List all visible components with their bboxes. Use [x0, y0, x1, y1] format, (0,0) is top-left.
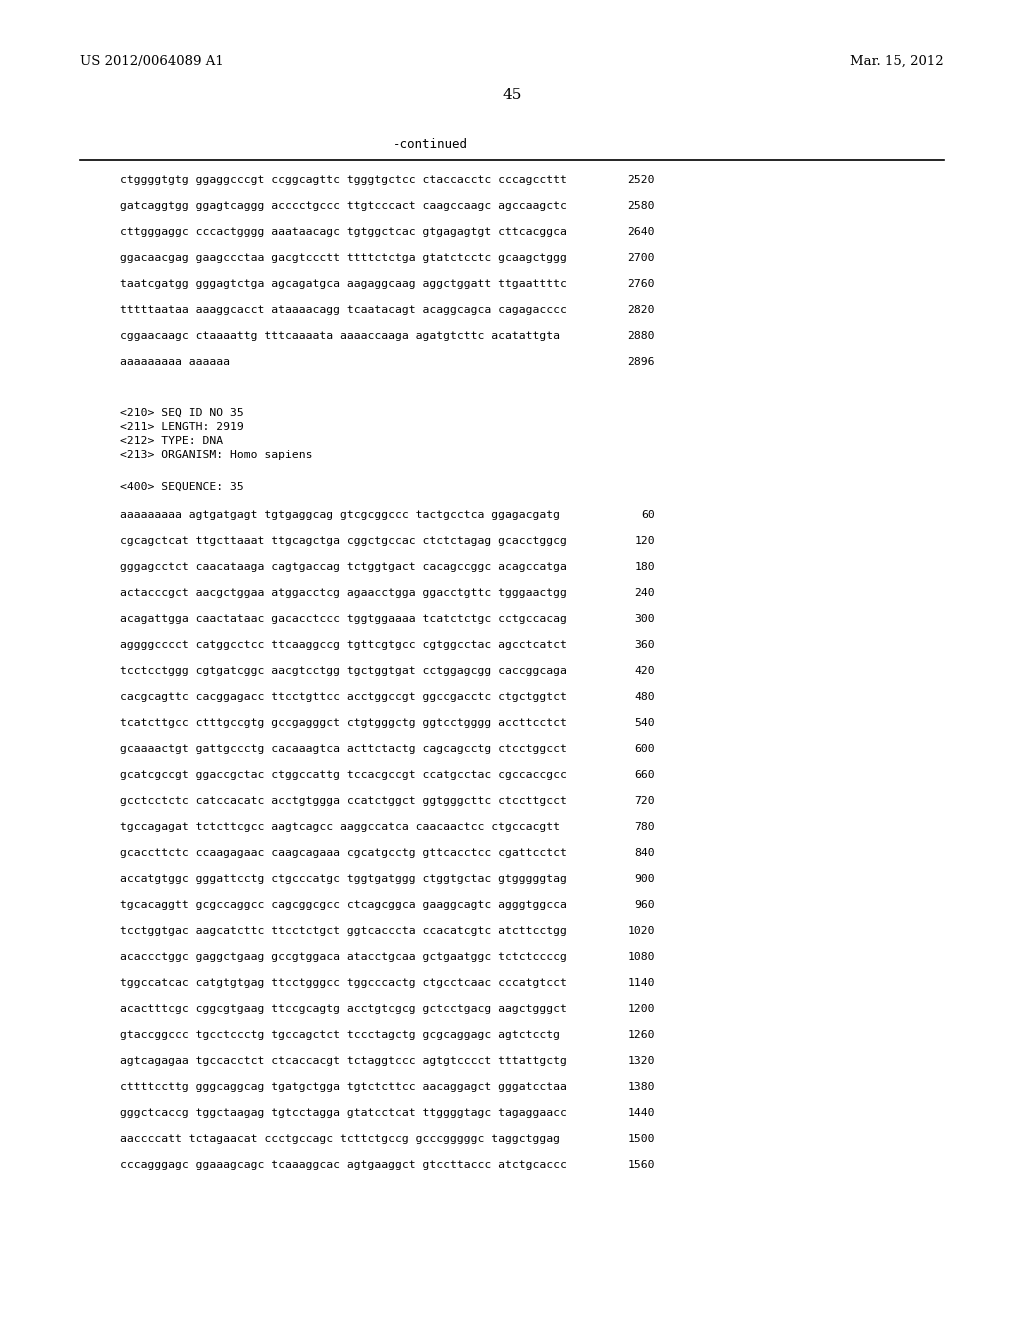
Text: ggacaacgag gaagccctaa gacgtccctt ttttctctga gtatctcctc gcaagctggg: ggacaacgag gaagccctaa gacgtccctt ttttctc…: [120, 253, 567, 263]
Text: tggccatcac catgtgtgag ttcctgggcc tggcccactg ctgcctcaac cccatgtcct: tggccatcac catgtgtgag ttcctgggcc tggccca…: [120, 978, 567, 987]
Text: acactttcgc cggcgtgaag ttccgcagtg acctgtcgcg gctcctgacg aagctgggct: acactttcgc cggcgtgaag ttccgcagtg acctgtc…: [120, 1005, 567, 1014]
Text: cggaacaagc ctaaaattg tttcaaaata aaaaccaaga agatgtcttc acatattgta: cggaacaagc ctaaaattg tttcaaaata aaaaccaa…: [120, 331, 560, 341]
Text: 2820: 2820: [628, 305, 655, 315]
Text: 960: 960: [635, 900, 655, 909]
Text: 2580: 2580: [628, 201, 655, 211]
Text: 1440: 1440: [628, 1107, 655, 1118]
Text: 1500: 1500: [628, 1134, 655, 1144]
Text: <213> ORGANISM: Homo sapiens: <213> ORGANISM: Homo sapiens: [120, 450, 312, 459]
Text: aaaaaaaaa agtgatgagt tgtgaggcag gtcgcggccc tactgcctca ggagacgatg: aaaaaaaaa agtgatgagt tgtgaggcag gtcgcggc…: [120, 510, 560, 520]
Text: tcctcctggg cgtgatcggc aacgtcctgg tgctggtgat cctggagcgg caccggcaga: tcctcctggg cgtgatcggc aacgtcctgg tgctggt…: [120, 667, 567, 676]
Text: 1140: 1140: [628, 978, 655, 987]
Text: <210> SEQ ID NO 35: <210> SEQ ID NO 35: [120, 408, 244, 418]
Text: aggggcccct catggcctcc ttcaaggccg tgttcgtgcc cgtggcctac agcctcatct: aggggcccct catggcctcc ttcaaggccg tgttcgt…: [120, 640, 567, 649]
Text: gcaccttctc ccaagagaac caagcagaaa cgcatgcctg gttcacctcc cgattcctct: gcaccttctc ccaagagaac caagcagaaa cgcatgc…: [120, 847, 567, 858]
Text: gtaccggccc tgcctccctg tgccagctct tccctagctg gcgcaggagc agtctcctg: gtaccggccc tgcctccctg tgccagctct tccctag…: [120, 1030, 560, 1040]
Text: 1260: 1260: [628, 1030, 655, 1040]
Text: 1560: 1560: [628, 1160, 655, 1170]
Text: aaccccatt tctagaacat ccctgccagc tcttctgccg gcccgggggc taggctggag: aaccccatt tctagaacat ccctgccagc tcttctgc…: [120, 1134, 560, 1144]
Text: gggagcctct caacataaga cagtgaccag tctggtgact cacagccggc acagccatga: gggagcctct caacataaga cagtgaccag tctggtg…: [120, 562, 567, 572]
Text: <211> LENGTH: 2919: <211> LENGTH: 2919: [120, 422, 244, 432]
Text: tgcacaggtt gcgccaggcc cagcggcgcc ctcagcggca gaaggcagtc agggtggcca: tgcacaggtt gcgccaggcc cagcggcgcc ctcagcg…: [120, 900, 567, 909]
Text: acagattgga caactataac gacacctccc tggtggaaaa tcatctctgc cctgccacag: acagattgga caactataac gacacctccc tggtgga…: [120, 614, 567, 624]
Text: 1200: 1200: [628, 1005, 655, 1014]
Text: <212> TYPE: DNA: <212> TYPE: DNA: [120, 436, 223, 446]
Text: 60: 60: [641, 510, 655, 520]
Text: cttgggaggc cccactgggg aaataacagc tgtggctcac gtgagagtgt cttcacggca: cttgggaggc cccactgggg aaataacagc tgtggct…: [120, 227, 567, 238]
Text: 900: 900: [635, 874, 655, 884]
Text: tcctggtgac aagcatcttc ttcctctgct ggtcacccta ccacatcgtc atcttcctgg: tcctggtgac aagcatcttc ttcctctgct ggtcacc…: [120, 927, 567, 936]
Text: 540: 540: [635, 718, 655, 729]
Text: US 2012/0064089 A1: US 2012/0064089 A1: [80, 55, 224, 69]
Text: gcaaaactgt gattgccctg cacaaagtca acttctactg cagcagcctg ctcctggcct: gcaaaactgt gattgccctg cacaaagtca acttcta…: [120, 744, 567, 754]
Text: 600: 600: [635, 744, 655, 754]
Text: 2520: 2520: [628, 176, 655, 185]
Text: 780: 780: [635, 822, 655, 832]
Text: 2760: 2760: [628, 279, 655, 289]
Text: accatgtggc gggattcctg ctgcccatgc tggtgatggg ctggtgctac gtgggggtag: accatgtggc gggattcctg ctgcccatgc tggtgat…: [120, 874, 567, 884]
Text: gatcaggtgg ggagtcaggg acccctgccc ttgtcccact caagccaagc agccaagctc: gatcaggtgg ggagtcaggg acccctgccc ttgtccc…: [120, 201, 567, 211]
Text: 480: 480: [635, 692, 655, 702]
Text: 300: 300: [635, 614, 655, 624]
Text: 240: 240: [635, 587, 655, 598]
Text: taatcgatgg gggagtctga agcagatgca aagaggcaag aggctggatt ttgaattttc: taatcgatgg gggagtctga agcagatgca aagaggc…: [120, 279, 567, 289]
Text: cttttccttg gggcaggcag tgatgctgga tgtctcttcc aacaggagct gggatcctaa: cttttccttg gggcaggcag tgatgctgga tgtctct…: [120, 1082, 567, 1092]
Text: cccagggagc ggaaagcagc tcaaaggcac agtgaaggct gtccttaccc atctgcaccc: cccagggagc ggaaagcagc tcaaaggcac agtgaag…: [120, 1160, 567, 1170]
Text: Mar. 15, 2012: Mar. 15, 2012: [850, 55, 944, 69]
Text: 1320: 1320: [628, 1056, 655, 1067]
Text: tcatcttgcc ctttgccgtg gccgagggct ctgtgggctg ggtcctgggg accttcctct: tcatcttgcc ctttgccgtg gccgagggct ctgtggg…: [120, 718, 567, 729]
Text: -continued: -continued: [392, 139, 468, 150]
Text: <400> SEQUENCE: 35: <400> SEQUENCE: 35: [120, 482, 244, 492]
Text: cgcagctcat ttgcttaaat ttgcagctga cggctgccac ctctctagag gcacctggcg: cgcagctcat ttgcttaaat ttgcagctga cggctgc…: [120, 536, 567, 546]
Text: 2896: 2896: [628, 356, 655, 367]
Text: 660: 660: [635, 770, 655, 780]
Text: tttttaataa aaaggcacct ataaaacagg tcaatacagt acaggcagca cagagacccc: tttttaataa aaaggcacct ataaaacagg tcaatac…: [120, 305, 567, 315]
Text: 360: 360: [635, 640, 655, 649]
Text: 45: 45: [503, 88, 521, 102]
Text: agtcagagaa tgccacctct ctcaccacgt tctaggtccc agtgtcccct tttattgctg: agtcagagaa tgccacctct ctcaccacgt tctaggt…: [120, 1056, 567, 1067]
Text: aaaaaaaaa aaaaaa: aaaaaaaaa aaaaaa: [120, 356, 230, 367]
Text: 420: 420: [635, 667, 655, 676]
Text: actacccgct aacgctggaa atggacctcg agaacctgga ggacctgttc tgggaactgg: actacccgct aacgctggaa atggacctcg agaacct…: [120, 587, 567, 598]
Text: gcctcctctc catccacatc acctgtggga ccatctggct ggtgggcttc ctccttgcct: gcctcctctc catccacatc acctgtggga ccatctg…: [120, 796, 567, 807]
Text: acaccctggc gaggctgaag gccgtggaca atacctgcaa gctgaatggc tctctccccg: acaccctggc gaggctgaag gccgtggaca atacctg…: [120, 952, 567, 962]
Text: 1080: 1080: [628, 952, 655, 962]
Text: ctggggtgtg ggaggcccgt ccggcagttc tgggtgctcc ctaccacctc cccagccttt: ctggggtgtg ggaggcccgt ccggcagttc tgggtgc…: [120, 176, 567, 185]
Text: 180: 180: [635, 562, 655, 572]
Text: 120: 120: [635, 536, 655, 546]
Text: 2640: 2640: [628, 227, 655, 238]
Text: 720: 720: [635, 796, 655, 807]
Text: 1380: 1380: [628, 1082, 655, 1092]
Text: 2700: 2700: [628, 253, 655, 263]
Text: cacgcagttc cacggagacc ttcctgttcc acctggccgt ggccgacctc ctgctggtct: cacgcagttc cacggagacc ttcctgttcc acctggc…: [120, 692, 567, 702]
Text: gcatcgccgt ggaccgctac ctggccattg tccacgccgt ccatgcctac cgccaccgcc: gcatcgccgt ggaccgctac ctggccattg tccacgc…: [120, 770, 567, 780]
Text: 840: 840: [635, 847, 655, 858]
Text: 1020: 1020: [628, 927, 655, 936]
Text: tgccagagat tctcttcgcc aagtcagcc aaggccatca caacaactcc ctgccacgtt: tgccagagat tctcttcgcc aagtcagcc aaggccat…: [120, 822, 560, 832]
Text: gggctcaccg tggctaagag tgtcctagga gtatcctcat ttggggtagc tagaggaacc: gggctcaccg tggctaagag tgtcctagga gtatcct…: [120, 1107, 567, 1118]
Text: 2880: 2880: [628, 331, 655, 341]
